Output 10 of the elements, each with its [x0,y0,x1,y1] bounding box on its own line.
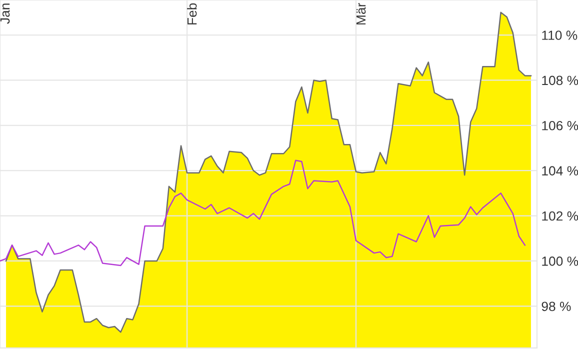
y-tick-label: 98 % [542,302,571,312]
y-tick-label: 104 % [542,166,578,176]
y-tick-label: 100 % [542,256,578,266]
y-tick-label: 110 % [542,30,578,40]
y-tick-label: 102 % [542,211,578,221]
x-tick-label: Feb [187,3,197,24]
y-tick-label: 106 % [542,120,578,130]
x-tick-label: Mär [356,2,366,24]
x-tick-label: Jan [0,4,10,24]
y-tick-label: 108 % [542,76,578,86]
